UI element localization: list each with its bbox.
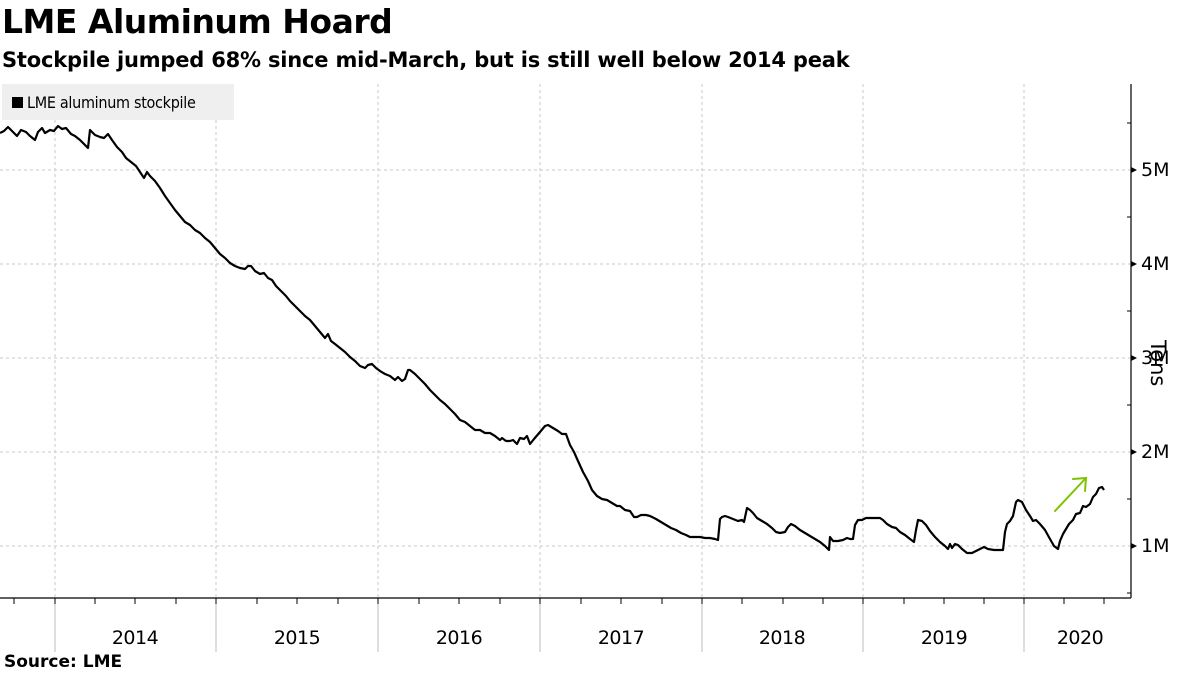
source-note: Source: LME bbox=[4, 652, 123, 672]
y-tick-label-1m: 1M bbox=[1141, 535, 1170, 557]
chart-subtitle: Stockpile jumped 68% since mid-March, bu… bbox=[2, 48, 850, 72]
horizontal-gridlines bbox=[0, 169, 1130, 547]
legend-label: LME aluminum stockpile bbox=[27, 92, 196, 112]
y-axis-ticks bbox=[1127, 122, 1131, 594]
vertical-gridlines bbox=[54, 84, 1025, 598]
x-tick-label-2017: 2017 bbox=[597, 627, 645, 649]
x-tick-label-2020: 2020 bbox=[1056, 627, 1104, 649]
y-tick-label-2m: 2M bbox=[1141, 441, 1170, 463]
chart-title: LME Aluminum Hoard bbox=[2, 2, 393, 41]
legend-swatch-icon bbox=[12, 96, 23, 108]
axes bbox=[0, 84, 1132, 599]
y-tick-label-3m: 3M bbox=[1141, 347, 1170, 369]
x-tick-label-2014: 2014 bbox=[111, 627, 159, 649]
y-tick-label-4m: 4M bbox=[1141, 253, 1170, 275]
x-axis-ticks bbox=[13, 598, 1105, 604]
x-tick-label-2018: 2018 bbox=[758, 627, 806, 649]
y-axis-title: Tons bbox=[1146, 340, 1170, 387]
trend-arrow-icon bbox=[1054, 476, 1088, 512]
year-separators bbox=[54, 600, 1025, 652]
legend: LME aluminum stockpile bbox=[2, 84, 234, 120]
y-axis-major-ticks bbox=[1131, 167, 1137, 549]
stockpile-line bbox=[0, 124, 1105, 555]
x-tick-label-2019: 2019 bbox=[920, 627, 968, 649]
y-tick-label-5m: 5M bbox=[1141, 159, 1170, 181]
x-tick-label-2016: 2016 bbox=[435, 627, 483, 649]
x-tick-label-2015: 2015 bbox=[273, 627, 321, 649]
